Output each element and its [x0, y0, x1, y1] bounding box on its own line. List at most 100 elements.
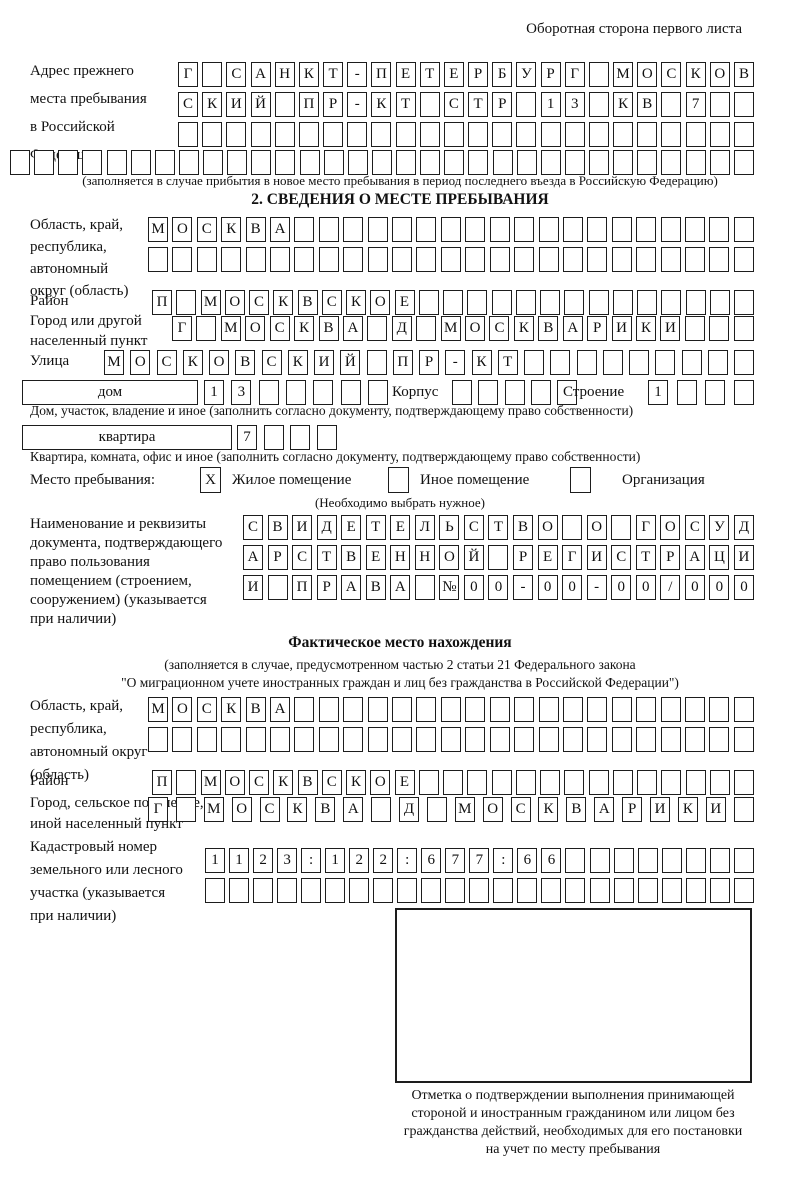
char-box[interactable] [318, 217, 339, 242]
char-box[interactable]: К [371, 92, 392, 117]
char-box[interactable]: 7 [469, 848, 490, 873]
char-box[interactable] [588, 122, 609, 147]
char-box[interactable]: И [650, 797, 671, 822]
char-box[interactable]: М [148, 697, 168, 722]
char-box[interactable] [396, 150, 416, 175]
char-box[interactable] [347, 150, 368, 175]
char-box[interactable]: 1 [204, 380, 224, 405]
char-box[interactable] [613, 150, 634, 175]
checkbox-residential[interactable]: X [200, 467, 221, 493]
checkbox-organization[interactable] [570, 467, 591, 493]
char-box[interactable] [660, 217, 681, 242]
char-box[interactable]: С [243, 515, 263, 540]
char-box[interactable] [613, 878, 634, 903]
char-box[interactable]: О [439, 545, 460, 570]
char-box[interactable] [733, 316, 754, 341]
char-box[interactable] [419, 122, 440, 147]
char-box[interactable]: Е [537, 545, 558, 570]
char-box[interactable]: Е [443, 62, 464, 87]
char-box[interactable] [148, 727, 168, 752]
char-box[interactable] [478, 380, 499, 405]
char-box[interactable] [397, 878, 418, 903]
char-box[interactable] [661, 878, 682, 903]
char-box[interactable] [468, 122, 489, 147]
char-box[interactable] [325, 878, 346, 903]
char-box[interactable]: У [516, 62, 537, 87]
char-box[interactable] [245, 247, 266, 272]
char-box[interactable] [489, 727, 510, 752]
char-box[interactable]: М [454, 797, 475, 822]
char-box[interactable] [516, 122, 537, 147]
char-box[interactable] [343, 697, 364, 722]
char-box[interactable] [538, 217, 559, 242]
char-box[interactable] [491, 290, 512, 315]
char-box[interactable]: 0 [463, 575, 484, 600]
char-box[interactable] [611, 217, 632, 242]
char-box[interactable]: Е [341, 515, 362, 540]
char-box[interactable] [587, 217, 608, 242]
char-box[interactable]: К [273, 290, 294, 315]
char-box[interactable]: М [200, 770, 221, 795]
char-box[interactable] [371, 150, 392, 175]
char-box[interactable]: Т [419, 62, 440, 87]
char-box[interactable] [196, 247, 217, 272]
char-box[interactable] [685, 150, 706, 175]
char-box[interactable] [733, 727, 754, 752]
char-box[interactable] [371, 122, 392, 147]
char-box[interactable] [587, 697, 608, 722]
char-box[interactable]: А [270, 697, 291, 722]
char-box[interactable] [418, 290, 439, 315]
char-box[interactable] [263, 425, 284, 450]
char-box[interactable] [709, 316, 730, 341]
char-box[interactable]: В [513, 515, 534, 540]
char-box[interactable] [637, 290, 657, 315]
char-box[interactable] [684, 697, 705, 722]
char-box[interactable]: Ь [439, 515, 460, 540]
char-box[interactable]: А [243, 545, 263, 570]
char-box[interactable] [565, 878, 586, 903]
char-box[interactable] [709, 848, 730, 873]
char-box[interactable] [467, 770, 488, 795]
char-box[interactable]: С [684, 515, 705, 540]
char-box[interactable] [588, 92, 609, 117]
char-box[interactable] [564, 770, 585, 795]
char-box[interactable]: Н [274, 62, 295, 87]
char-box[interactable]: С [226, 62, 247, 87]
char-box[interactable]: / [660, 575, 681, 600]
char-box[interactable] [661, 92, 682, 117]
char-box[interactable]: 2 [373, 848, 394, 873]
char-box[interactable]: Р [419, 350, 439, 375]
char-box[interactable]: М [613, 62, 634, 87]
char-box[interactable]: С [196, 697, 217, 722]
char-box[interactable]: С [249, 290, 269, 315]
char-box[interactable] [492, 122, 513, 147]
char-box[interactable]: 2 [349, 848, 370, 873]
char-box[interactable] [516, 150, 537, 175]
char-box[interactable] [82, 150, 103, 175]
char-box[interactable] [587, 247, 608, 272]
char-box[interactable] [285, 380, 306, 405]
char-box[interactable] [416, 217, 437, 242]
char-box[interactable] [709, 150, 730, 175]
char-box[interactable]: П [152, 290, 172, 315]
char-box[interactable]: Н [390, 545, 411, 570]
char-box[interactable]: 3 [277, 848, 298, 873]
char-box[interactable] [685, 848, 706, 873]
char-box[interactable]: 1 [540, 92, 561, 117]
char-box[interactable]: Р [660, 545, 681, 570]
char-box[interactable]: 0 [537, 575, 558, 600]
char-box[interactable] [172, 247, 193, 272]
char-box[interactable] [202, 122, 223, 147]
char-box[interactable]: Р [513, 545, 534, 570]
char-box[interactable] [685, 878, 706, 903]
char-box[interactable]: Р [323, 92, 344, 117]
char-box[interactable] [445, 878, 466, 903]
char-box[interactable]: И [660, 316, 681, 341]
char-box[interactable] [444, 150, 465, 175]
char-box[interactable] [612, 290, 633, 315]
char-box[interactable]: В [341, 545, 362, 570]
char-box[interactable] [340, 380, 361, 405]
char-box[interactable]: В [733, 62, 754, 87]
char-box[interactable] [440, 697, 461, 722]
char-box[interactable] [733, 697, 754, 722]
